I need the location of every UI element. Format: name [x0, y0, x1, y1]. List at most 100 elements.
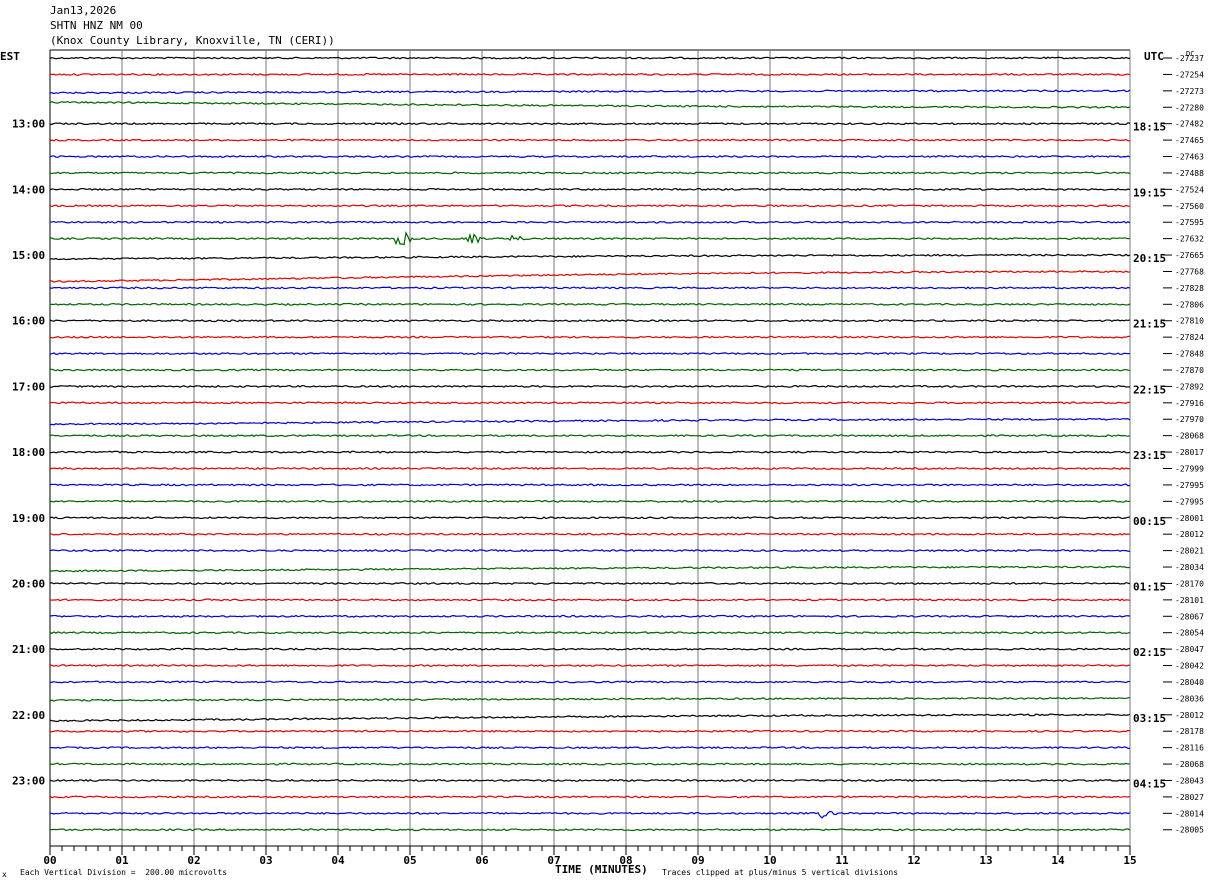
dc-offset-label-13: -27665	[1175, 251, 1204, 260]
trace-47	[49, 810, 1131, 819]
dc-offset-label-40: -28036	[1175, 694, 1204, 703]
dc-offset-label-38: -28042	[1175, 662, 1204, 671]
dc-offset-label-3: -27273	[1175, 87, 1204, 96]
dc-offset-label-5: -27482	[1175, 120, 1204, 129]
trace-23	[49, 417, 1131, 426]
x-tick-label-13: 13	[979, 854, 992, 867]
right-timezone-label: UTC	[1144, 50, 1164, 63]
trace-32	[49, 565, 1131, 573]
trace-42	[49, 729, 1131, 733]
dc-offset-label-9: -27524	[1175, 185, 1204, 194]
right-time-label-2115: 21:15	[1133, 318, 1166, 331]
left-time-label-2200: 22:00	[12, 709, 45, 722]
x-tick-label-02: 02	[187, 854, 200, 867]
dc-offset-label-35: -28067	[1175, 612, 1204, 621]
trace-33	[49, 581, 1131, 585]
dc-offset-label-8: -27488	[1175, 169, 1204, 178]
left-time-label-2000: 20:00	[12, 577, 45, 590]
right-time-label-2015: 20:15	[1133, 252, 1166, 265]
trace-38	[49, 664, 1131, 668]
dc-offset-label-25: -28017	[1175, 448, 1204, 457]
right-time-label-0315: 03:15	[1133, 712, 1166, 725]
trace-24	[49, 434, 1131, 438]
right-time-label-2215: 22:15	[1133, 383, 1166, 396]
dc-offset-label-15: -27828	[1175, 284, 1204, 293]
left-time-label-1900: 19:00	[12, 512, 45, 525]
dc-offset-label-48: -28005	[1175, 826, 1204, 835]
dc-offset-label-12: -27632	[1175, 235, 1204, 244]
x-tick-label-12: 12	[907, 854, 920, 867]
dc-offset-label-10: -27560	[1175, 202, 1204, 211]
dc-offset-label-24: -28068	[1175, 432, 1204, 441]
right-time-label-0115: 01:15	[1133, 580, 1166, 593]
trace-18	[49, 335, 1131, 339]
trace-15	[49, 286, 1131, 290]
trace-6	[49, 138, 1131, 142]
dc-offset-label-2: -27254	[1175, 70, 1204, 79]
dc-offset-label-42: -28178	[1175, 727, 1204, 736]
dc-header-label: DC	[1186, 50, 1194, 58]
scale-note: Each Vertical Division = 200.00 microvol…	[20, 868, 228, 877]
dc-offset-label-20: -27870	[1175, 366, 1204, 375]
x-tick-label-14: 14	[1051, 854, 1065, 867]
dc-offset-label-6: -27465	[1175, 136, 1204, 145]
trace-12	[49, 231, 1131, 246]
dc-offset-label-4: -27280	[1175, 103, 1204, 112]
dc-offset-label-22: -27916	[1175, 399, 1204, 408]
right-time-label-1915: 19:15	[1133, 186, 1166, 199]
trace-13	[49, 253, 1131, 261]
x-tick-label-10: 10	[763, 854, 776, 867]
left-timezone-label: EST	[0, 50, 20, 63]
trace-45	[49, 778, 1131, 783]
dc-offset-label-33: -28170	[1175, 579, 1204, 588]
right-time-label-1815: 18:15	[1133, 121, 1166, 134]
left-time-label-1600: 16:00	[12, 315, 45, 328]
trace-28	[49, 499, 1131, 503]
dc-offset-label-7: -27463	[1175, 153, 1204, 162]
corner-mark: x	[2, 870, 7, 879]
trace-26	[49, 466, 1131, 471]
chart-station: SHTN HNZ NM 00	[50, 19, 143, 32]
trace-20	[49, 368, 1131, 372]
trace-9	[49, 187, 1131, 191]
dc-offset-label-45: -28043	[1175, 776, 1204, 785]
grid-layer	[49, 49, 1131, 846]
trace-30	[49, 532, 1131, 536]
right-time-label-2315: 23:15	[1133, 449, 1166, 462]
x-axis-title: TIME (MINUTES)	[555, 863, 648, 876]
trace-27	[49, 483, 1131, 487]
trace-17	[49, 319, 1131, 323]
right-time-label-0015: 00:15	[1133, 515, 1166, 528]
trace-5	[49, 122, 1131, 126]
x-tick-label-15: 15	[1123, 854, 1136, 867]
left-time-label-2100: 21:00	[12, 643, 45, 656]
x-axis: 00 01 02 03 04 05 06 07 08 09 10 11 12 13 14 15	[43, 845, 1137, 867]
x-tick-label-00: 00	[43, 854, 56, 867]
trace-31	[49, 549, 1131, 553]
right-time-label-0215: 02:15	[1133, 646, 1166, 659]
x-tick-label-03: 03	[259, 854, 272, 867]
trace-34	[49, 598, 1131, 602]
trace-41	[49, 713, 1131, 723]
trace-7	[49, 155, 1131, 159]
x-tick-label-05: 05	[403, 854, 416, 867]
trace-2	[49, 72, 1131, 76]
left-time-label-1800: 18:00	[12, 446, 45, 459]
trace-48	[49, 828, 1131, 832]
dc-offset-label-36: -28054	[1175, 629, 1204, 638]
dc-offset-label-43: -28116	[1175, 744, 1204, 753]
trace-14	[49, 270, 1131, 283]
dc-offset-label-31: -28021	[1175, 547, 1204, 556]
chart-date: Jan13,2026	[50, 4, 117, 17]
trace-8	[49, 171, 1131, 175]
dc-offset-label-34: -28101	[1175, 596, 1204, 605]
dc-offset-label-41: -28012	[1175, 711, 1204, 720]
dc-offset-label-1: -27237	[1175, 54, 1204, 63]
trace-16	[49, 302, 1131, 306]
trace-40	[49, 696, 1131, 702]
x-tick-label-01: 01	[115, 854, 129, 867]
dc-offset-label-39: -28040	[1175, 678, 1204, 687]
trace-43	[49, 746, 1131, 750]
trace-21	[50, 384, 1131, 388]
right-time-label-0415: 04:15	[1133, 777, 1166, 790]
